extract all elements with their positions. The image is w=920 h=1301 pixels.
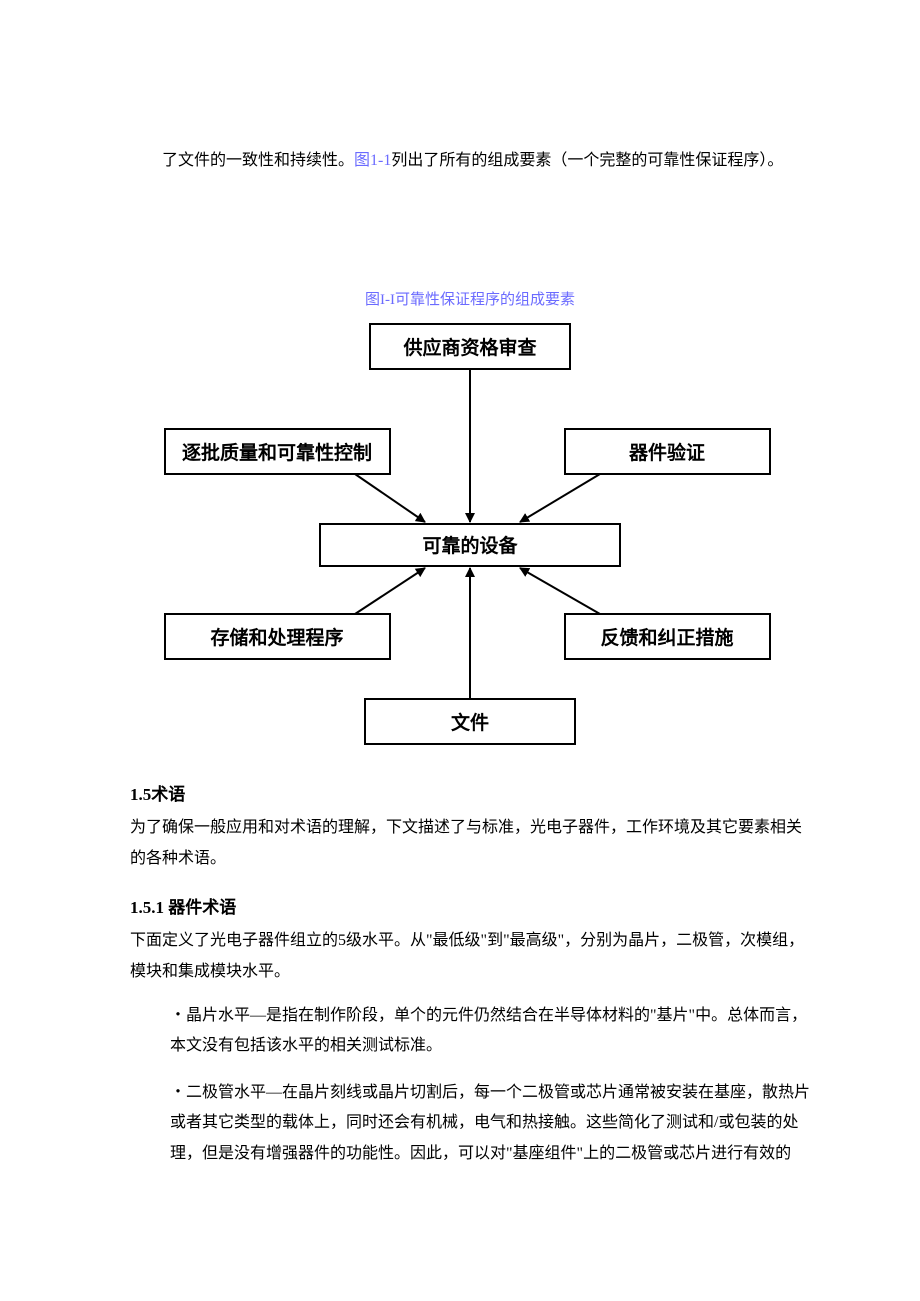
node-device-verification-label: 器件验证 xyxy=(628,441,705,464)
node-batch-quality-control-label: 逐批质量和可靠性控制 xyxy=(182,441,372,464)
figure-reference-link[interactable]: 图1-1 xyxy=(354,152,391,169)
flowchart-diagram: 供应商资格审查 逐批质量和可靠性控制 器件验证 可靠的设备 存储和处理程序 反馈… xyxy=(160,319,780,749)
node-feedback-correction-label: 反馈和纠正措施 xyxy=(600,626,733,649)
edge-left1-center xyxy=(355,474,425,522)
edge-right1-center xyxy=(520,474,600,522)
node-storage-handling-label: 存储和处理程序 xyxy=(210,626,343,649)
figure-caption-rest: 可靠性保证程序的组成要素 xyxy=(395,292,575,308)
bullet-diode-level: ・二极管水平—在晶片刻线或晶片切割后，每一个二极管或芯片通常被安装在基座，散热片… xyxy=(130,1078,810,1169)
document-page: 了文件的一致性和持续性。图1-1列出了所有的组成要素（一个完整的可靠性保证程序）… xyxy=(0,0,920,1301)
figure-caption-prefix: 图I-I xyxy=(365,292,395,308)
paragraph-1-5-1: 下面定义了光电子器件组立的5级水平。从"最低级"到"最高级"，分别为晶片，二极管… xyxy=(130,926,810,987)
intro-paragraph: 了文件的一致性和持续性。图1-1列出了所有的组成要素（一个完整的可靠性保证程序）… xyxy=(130,146,810,176)
edge-right2-center xyxy=(520,568,600,614)
figure-caption: 图I-I可靠性保证程序的组成要素 xyxy=(130,286,810,315)
intro-suffix: 列出了所有的组成要素（一个完整的可靠性保证程序）。 xyxy=(391,152,783,169)
bullet-wafer-level: ・晶片水平—是指在制作阶段，单个的元件仍然结合在半导体材料的"基片"中。总体而言… xyxy=(130,1001,810,1062)
edge-left2-center xyxy=(355,568,425,614)
intro-prefix: 了文件的一致性和持续性。 xyxy=(162,152,354,169)
heading-1-5-1: 1.5.1 器件术语 xyxy=(130,892,810,924)
paragraph-1-5: 为了确保一般应用和对术语的理解，下文描述了与标准，光电子器件，工作环境及其它要素… xyxy=(130,813,810,874)
node-reliable-equipment-label: 可靠的设备 xyxy=(422,534,518,557)
heading-1-5: 1.5术语 xyxy=(130,779,810,811)
node-supplier-review-label: 供应商资格审查 xyxy=(402,336,537,359)
node-documentation-label: 文件 xyxy=(451,711,489,734)
